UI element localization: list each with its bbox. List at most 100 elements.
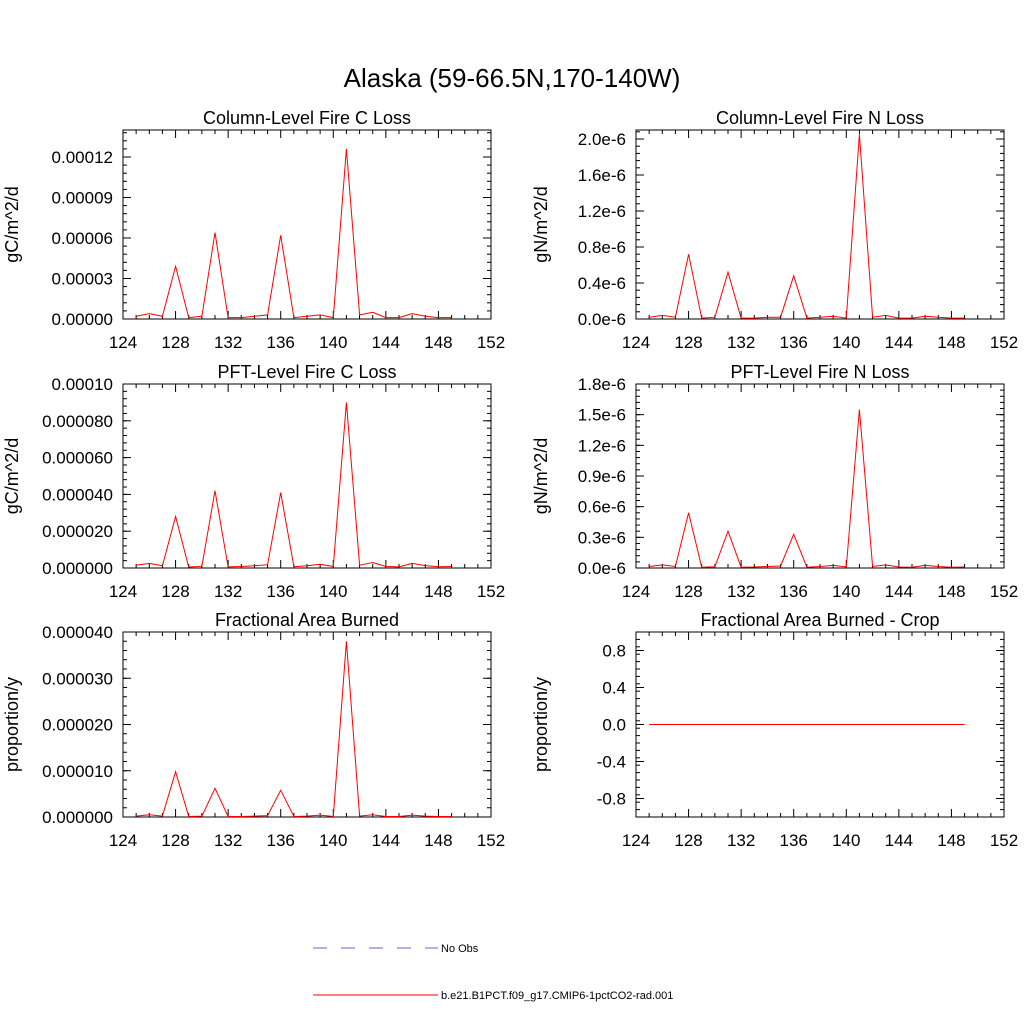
x-tick-label: 124 — [622, 582, 650, 601]
y-tick-label: -0.8 — [597, 790, 626, 809]
y-tick-label: 1.8e-6 — [578, 375, 626, 394]
x-tick-label: 140 — [832, 333, 860, 352]
panel-title: Fractional Area Burned — [215, 610, 399, 630]
x-tick-label: 152 — [990, 582, 1018, 601]
x-tick-label: 136 — [780, 333, 808, 352]
y-tick-label: 0.00010 — [52, 375, 113, 394]
panel-6: Fractional Area Burned - Crop 124 128 132 13… — [531, 610, 1018, 850]
y-tick-label: 0.0 — [602, 716, 626, 735]
y-axis-label: gN/m^2/d — [531, 438, 551, 514]
x-tick-label: 144 — [885, 582, 913, 601]
y-tick-label: 0.00012 — [52, 148, 113, 167]
y-tick-label: 0.000040 — [42, 485, 113, 504]
y-tick-label: 0.00006 — [52, 229, 113, 248]
plot-frame — [122, 631, 492, 818]
x-tick-label: 152 — [990, 831, 1018, 850]
x-tick-label: 140 — [319, 582, 347, 601]
panel-2: Column-Level Fire N Loss 124 128 132 136 140 1… — [531, 108, 1018, 352]
x-tick-label: 148 — [937, 831, 965, 850]
panel-title: Column-Level Fire N Loss — [716, 108, 924, 128]
x-tick-label: 128 — [161, 333, 189, 352]
x-tick-label: 132 — [727, 831, 755, 850]
y-tick-label: 0.8e-6 — [578, 238, 626, 257]
series-line — [136, 641, 452, 818]
y-tick-label: -0.4 — [597, 753, 626, 772]
y-tick-label: 0.00003 — [52, 270, 113, 289]
x-tick-label: 124 — [622, 333, 650, 352]
panel-1: Column-Level Fire C Loss 124 128 132 136 140 1… — [2, 108, 505, 352]
x-tick-label: 140 — [832, 831, 860, 850]
panel-title: Fractional Area Burned - Crop — [700, 610, 939, 630]
x-tick-label: 144 — [372, 831, 400, 850]
x-tick-label: 132 — [727, 333, 755, 352]
plot-frame — [122, 383, 492, 569]
x-tick-label: 136 — [780, 831, 808, 850]
plot-frame — [122, 129, 492, 320]
y-tick-label: 0.000020 — [42, 716, 113, 735]
x-tick-label: 132 — [214, 333, 242, 352]
panel-5: Fractional Area Burned 124 128 132 136 140 144… — [2, 610, 505, 850]
x-tick-label: 152 — [477, 831, 505, 850]
x-tick-label: 136 — [267, 831, 295, 850]
x-tick-label: 140 — [319, 831, 347, 850]
main-title: Alaska (59-66.5N,170-140W) — [344, 63, 681, 93]
y-tick-label: 0.0e-6 — [578, 559, 626, 578]
x-tick-label: 128 — [674, 831, 702, 850]
panel-title: Column-Level Fire C Loss — [203, 108, 411, 128]
y-tick-label: 0.000030 — [42, 669, 113, 688]
y-tick-label: 0.00009 — [52, 189, 113, 208]
y-tick-label: 1.2e-6 — [578, 436, 626, 455]
legend-model-label: b.e21.B1PCT.f09_g17.CMIP6-1pctCO2-rad.00… — [441, 990, 673, 1002]
x-tick-label: 144 — [885, 831, 913, 850]
y-tick-label: 0.3e-6 — [578, 528, 626, 547]
y-tick-label: 0.000010 — [42, 762, 113, 781]
x-tick-label: 152 — [990, 333, 1018, 352]
y-tick-label: 0.9e-6 — [578, 467, 626, 486]
x-tick-label: 136 — [267, 333, 295, 352]
y-tick-label: 0.4 — [602, 679, 626, 698]
y-tick-label: 0.6e-6 — [578, 498, 626, 517]
y-axis-label: proportion/y — [2, 677, 22, 772]
plot-frame — [635, 129, 1005, 320]
series-line — [135, 148, 452, 319]
y-tick-label: 0.000000 — [42, 808, 113, 827]
y-tick-label: 1.2e-6 — [578, 202, 626, 221]
panel-3: PFT-Level Fire C Loss 124 128 132 136 140 144 1… — [2, 362, 505, 601]
series-line — [649, 134, 965, 319]
y-tick-label: 0.000080 — [42, 412, 113, 431]
legend: No Obs b.e21.B1PCT.f09_g17.CMIP6-1pctCO2… — [313, 943, 673, 1002]
panel-title: PFT-Level Fire N Loss — [730, 362, 909, 382]
panel-4: PFT-Level Fire N Loss 124 128 132 136 140 144 1… — [531, 362, 1018, 601]
x-tick-label: 132 — [214, 831, 242, 850]
y-tick-label: 1.5e-6 — [578, 406, 626, 425]
panel-title: PFT-Level Fire C Loss — [217, 362, 396, 382]
x-tick-label: 132 — [727, 582, 755, 601]
y-tick-label: 0.0e-6 — [578, 310, 626, 329]
series-line — [649, 409, 965, 568]
y-tick-label: 0.000060 — [42, 449, 113, 468]
x-tick-label: 148 — [424, 582, 452, 601]
y-tick-label: 0.000040 — [42, 623, 113, 642]
x-tick-label: 140 — [832, 582, 860, 601]
y-tick-label: 0.8 — [602, 642, 626, 661]
x-tick-label: 124 — [622, 831, 650, 850]
x-tick-label: 124 — [109, 831, 137, 850]
y-tick-label: 0.00000 — [52, 310, 113, 329]
x-tick-label: 124 — [109, 333, 137, 352]
x-tick-label: 152 — [477, 333, 505, 352]
y-tick-label: 0.000000 — [42, 559, 113, 578]
x-tick-label: 148 — [937, 333, 965, 352]
plot-frame — [635, 383, 1005, 569]
y-axis-label: gN/m^2/d — [531, 186, 551, 262]
x-tick-label: 140 — [319, 333, 347, 352]
x-tick-label: 136 — [780, 582, 808, 601]
x-tick-label: 144 — [885, 333, 913, 352]
y-tick-label: 0.000020 — [42, 522, 113, 541]
x-tick-label: 128 — [674, 333, 702, 352]
legend-obs-label: No Obs — [441, 943, 479, 955]
x-tick-label: 148 — [424, 333, 452, 352]
y-tick-label: 1.6e-6 — [578, 166, 626, 185]
x-tick-label: 144 — [372, 333, 400, 352]
x-tick-label: 152 — [477, 582, 505, 601]
